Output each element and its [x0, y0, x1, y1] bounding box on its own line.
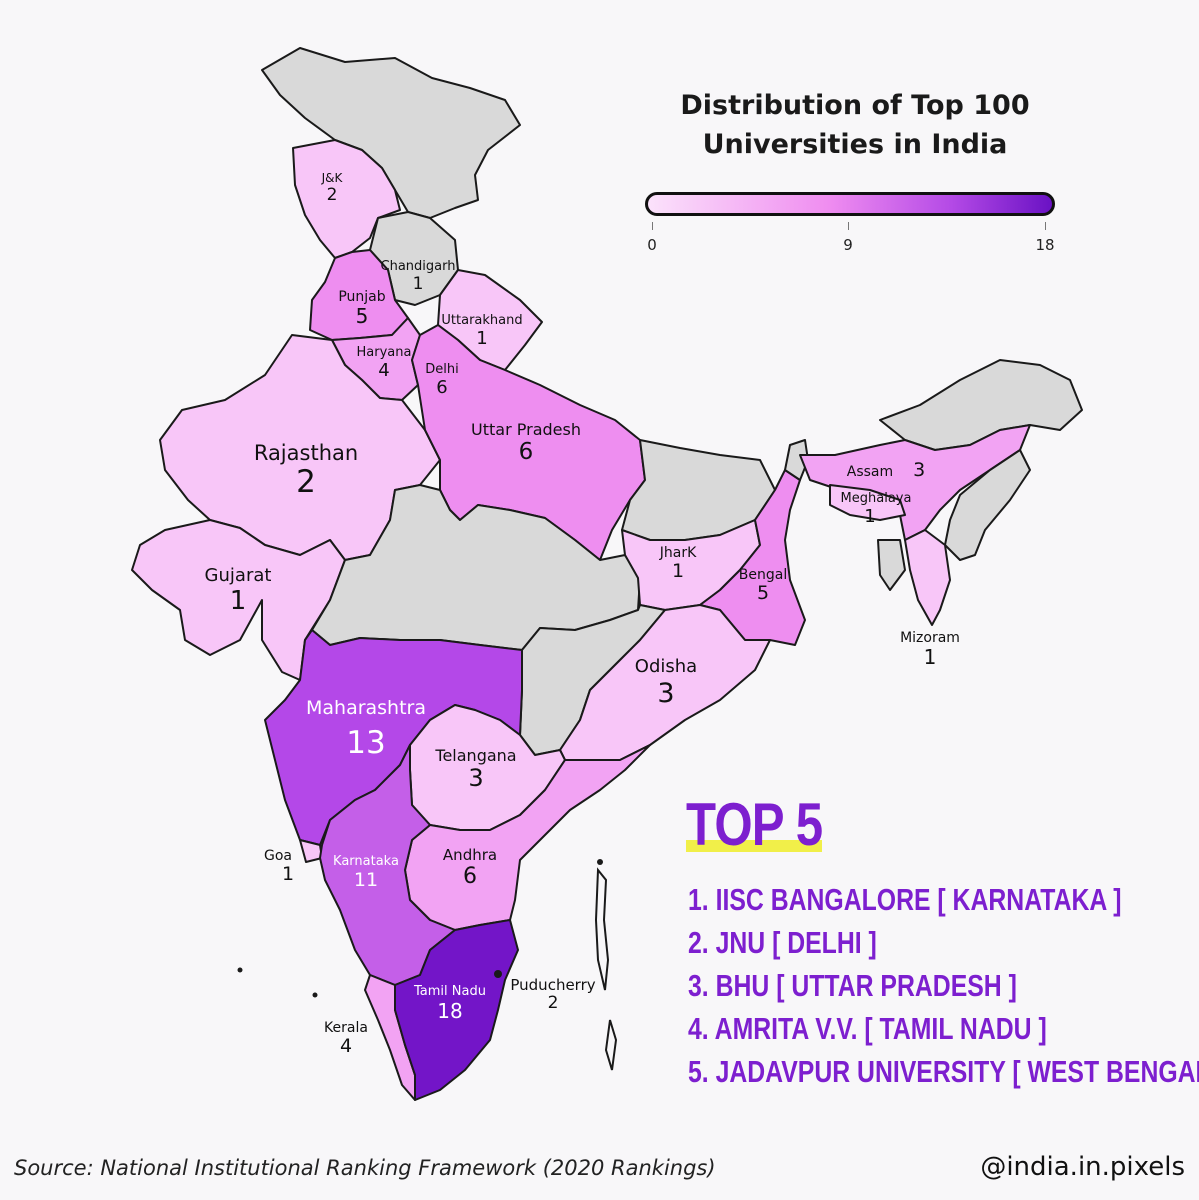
legend-label-max: 18 — [1035, 236, 1055, 254]
label-karnataka: Karnataka 11 — [333, 854, 399, 891]
label-bengal: Bengal 5 — [738, 567, 788, 605]
label-assam: Assam 3 — [846, 459, 926, 481]
region-gujarat — [131, 519, 346, 681]
label-gujarat: Gujarat 1 — [204, 565, 272, 616]
label-mizoram: Mizoram 1 — [900, 630, 960, 670]
label-goa: Goa 1 — [264, 848, 295, 886]
label-telangana: Telangana 3 — [435, 746, 517, 793]
region-mizoram — [904, 529, 951, 626]
region-tamilnadu — [394, 919, 519, 1101]
legend-tick-min — [652, 222, 653, 230]
label-meghalaya: Meghalaya 1 — [840, 491, 912, 527]
label-maharashtra: Maharashtra 13 — [305, 697, 427, 761]
source-note: Source: National Institutional Ranking F… — [14, 1156, 716, 1180]
legend-tick-mid — [848, 222, 849, 230]
map-title: Distribution of Top 100 Universities in … — [620, 86, 1090, 164]
title-line-1: Distribution of Top 100 — [680, 90, 1030, 121]
region-jk — [292, 139, 401, 259]
author-handle: @india.in.pixels — [980, 1152, 1185, 1182]
top5-heading: TOP 5 — [686, 791, 823, 858]
label-haryana: Haryana 4 — [356, 345, 412, 381]
legend-tick-max — [1045, 222, 1046, 230]
top5-item: 2. JNU [ DELHI ] — [688, 925, 877, 960]
label-delhi: Delhi 6 — [425, 362, 459, 398]
label-chandigarh: Chandigarh 1 — [380, 259, 456, 294]
label-uttarakhand: Uttarakhand 1 — [441, 313, 523, 349]
label-punjab: Punjab 5 — [338, 289, 386, 329]
label-jk: J&K 2 — [321, 171, 343, 205]
region-sikkim — [784, 439, 809, 481]
top5-item: 4. AMRITA V.V. [ TAMIL NADU ] — [688, 1011, 1047, 1046]
legend-color-bar — [645, 192, 1055, 216]
top5-item: 1. IISC BANGALORE [ KARNATAKA ] — [688, 882, 1122, 917]
label-rajasthan: Rajasthan 2 — [253, 441, 359, 501]
region-nagaland-manipur — [944, 449, 1031, 561]
legend-label-min: 0 — [647, 236, 657, 254]
label-jharkhand: JharK 1 — [659, 545, 697, 583]
label-andhra: Andhra 6 — [442, 846, 498, 890]
top5-list: 1. IISC BANGALORE [ KARNATAKA ] 2. JNU [… — [688, 878, 1199, 1093]
top5-underline — [686, 840, 822, 852]
title-line-2: Universities in India — [702, 129, 1008, 160]
label-kerala: Kerala 4 — [324, 1020, 368, 1058]
label-odisha: Odisha 3 — [634, 656, 698, 709]
label-tamilnadu: Tamil Nadu 18 — [414, 984, 486, 1023]
label-up: Uttar Pradesh 6 — [471, 420, 581, 466]
region-arunachal — [879, 359, 1083, 451]
region-tripura — [877, 539, 906, 591]
region-karnataka — [319, 744, 456, 986]
region-meghalaya — [829, 484, 906, 521]
top5-item: 5. JADAVPUR UNIVERSITY [ WEST BENGAL ] — [688, 1054, 1199, 1089]
top5-item: 3. BHU [ UTTAR PRADESH ] — [688, 968, 1017, 1003]
legend-label-mid: 9 — [843, 236, 853, 254]
label-puducherry: Puducherry 2 — [510, 976, 596, 1014]
